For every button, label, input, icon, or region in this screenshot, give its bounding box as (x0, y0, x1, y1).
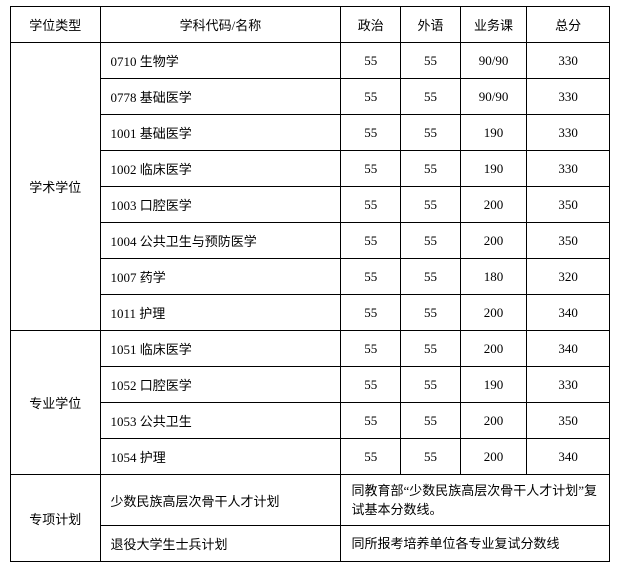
table-row: 学术学位0710 生物学555590/90330 (11, 43, 610, 79)
subject-cell: 1003 口腔医学 (100, 187, 341, 223)
table-header-row: 学位类型学科代码/名称政治外语业务课总分 (11, 7, 610, 43)
subject-cell: 1051 临床医学 (100, 331, 341, 367)
total-cell: 330 (527, 79, 610, 115)
header-subject: 学科代码/名称 (100, 7, 341, 43)
total-cell: 330 (527, 115, 610, 151)
total-cell: 350 (527, 403, 610, 439)
foreign-cell: 55 (401, 259, 461, 295)
professional-cell: 200 (460, 295, 527, 331)
politics-cell: 55 (341, 331, 401, 367)
politics-cell: 55 (341, 43, 401, 79)
politics-cell: 55 (341, 115, 401, 151)
subject-cell: 0778 基础医学 (100, 79, 341, 115)
table-row: 1011 护理5555200340 (11, 295, 610, 331)
politics-cell: 55 (341, 187, 401, 223)
special-plan-name: 少数民族高层次骨干人才计划 (100, 475, 341, 526)
professional-cell: 190 (460, 115, 527, 151)
special-plan-note: 同教育部“少数民族高层次骨干人才计划”复试基本分数线。 (341, 475, 610, 526)
table-row: 1053 公共卫生5555200350 (11, 403, 610, 439)
table-row: 1007 药学5555180320 (11, 259, 610, 295)
foreign-cell: 55 (401, 151, 461, 187)
professional-cell: 90/90 (460, 43, 527, 79)
professional-cell: 200 (460, 331, 527, 367)
politics-cell: 55 (341, 295, 401, 331)
professional-cell: 90/90 (460, 79, 527, 115)
professional-cell: 200 (460, 223, 527, 259)
subject-cell: 1004 公共卫生与预防医学 (100, 223, 341, 259)
table-row: 1001 基础医学5555190330 (11, 115, 610, 151)
table-row: 专项计划少数民族高层次骨干人才计划同教育部“少数民族高层次骨干人才计划”复试基本… (11, 475, 610, 526)
politics-cell: 55 (341, 223, 401, 259)
table-row: 1052 口腔医学5555190330 (11, 367, 610, 403)
table-row: 0778 基础医学555590/90330 (11, 79, 610, 115)
politics-cell: 55 (341, 367, 401, 403)
total-cell: 330 (527, 43, 610, 79)
header-total: 总分 (527, 7, 610, 43)
professional-cell: 190 (460, 367, 527, 403)
politics-cell: 55 (341, 79, 401, 115)
foreign-cell: 55 (401, 79, 461, 115)
total-cell: 340 (527, 439, 610, 475)
subject-cell: 1052 口腔医学 (100, 367, 341, 403)
subject-cell: 1054 护理 (100, 439, 341, 475)
special-plan-name: 退役大学生士兵计划 (100, 526, 341, 562)
degree-type-cell: 专项计划 (11, 475, 101, 562)
subject-cell: 1002 临床医学 (100, 151, 341, 187)
header-foreign: 外语 (401, 7, 461, 43)
subject-cell: 1001 基础医学 (100, 115, 341, 151)
total-cell: 330 (527, 367, 610, 403)
politics-cell: 55 (341, 403, 401, 439)
table-row: 1003 口腔医学5555200350 (11, 187, 610, 223)
special-plan-note: 同所报考培养单位各专业复试分数线 (341, 526, 610, 562)
subject-cell: 1011 护理 (100, 295, 341, 331)
professional-cell: 190 (460, 151, 527, 187)
foreign-cell: 55 (401, 439, 461, 475)
subject-cell: 0710 生物学 (100, 43, 341, 79)
degree-type-cell: 专业学位 (11, 331, 101, 475)
professional-cell: 200 (460, 439, 527, 475)
foreign-cell: 55 (401, 115, 461, 151)
table-row: 1004 公共卫生与预防医学5555200350 (11, 223, 610, 259)
politics-cell: 55 (341, 439, 401, 475)
total-cell: 350 (527, 187, 610, 223)
subject-cell: 1053 公共卫生 (100, 403, 341, 439)
total-cell: 340 (527, 331, 610, 367)
score-table: 学位类型学科代码/名称政治外语业务课总分学术学位0710 生物学555590/9… (10, 6, 610, 562)
table-row: 专业学位1051 临床医学5555200340 (11, 331, 610, 367)
subject-cell: 1007 药学 (100, 259, 341, 295)
foreign-cell: 55 (401, 403, 461, 439)
foreign-cell: 55 (401, 331, 461, 367)
politics-cell: 55 (341, 259, 401, 295)
degree-type-cell: 学术学位 (11, 43, 101, 331)
table-row: 1002 临床医学5555190330 (11, 151, 610, 187)
professional-cell: 180 (460, 259, 527, 295)
professional-cell: 200 (460, 403, 527, 439)
foreign-cell: 55 (401, 43, 461, 79)
foreign-cell: 55 (401, 223, 461, 259)
professional-cell: 200 (460, 187, 527, 223)
foreign-cell: 55 (401, 187, 461, 223)
total-cell: 350 (527, 223, 610, 259)
header-professional: 业务课 (460, 7, 527, 43)
foreign-cell: 55 (401, 367, 461, 403)
table-row: 退役大学生士兵计划同所报考培养单位各专业复试分数线 (11, 526, 610, 562)
total-cell: 330 (527, 151, 610, 187)
total-cell: 320 (527, 259, 610, 295)
header-politics: 政治 (341, 7, 401, 43)
total-cell: 340 (527, 295, 610, 331)
foreign-cell: 55 (401, 295, 461, 331)
header-degree-type: 学位类型 (11, 7, 101, 43)
politics-cell: 55 (341, 151, 401, 187)
table-row: 1054 护理5555200340 (11, 439, 610, 475)
